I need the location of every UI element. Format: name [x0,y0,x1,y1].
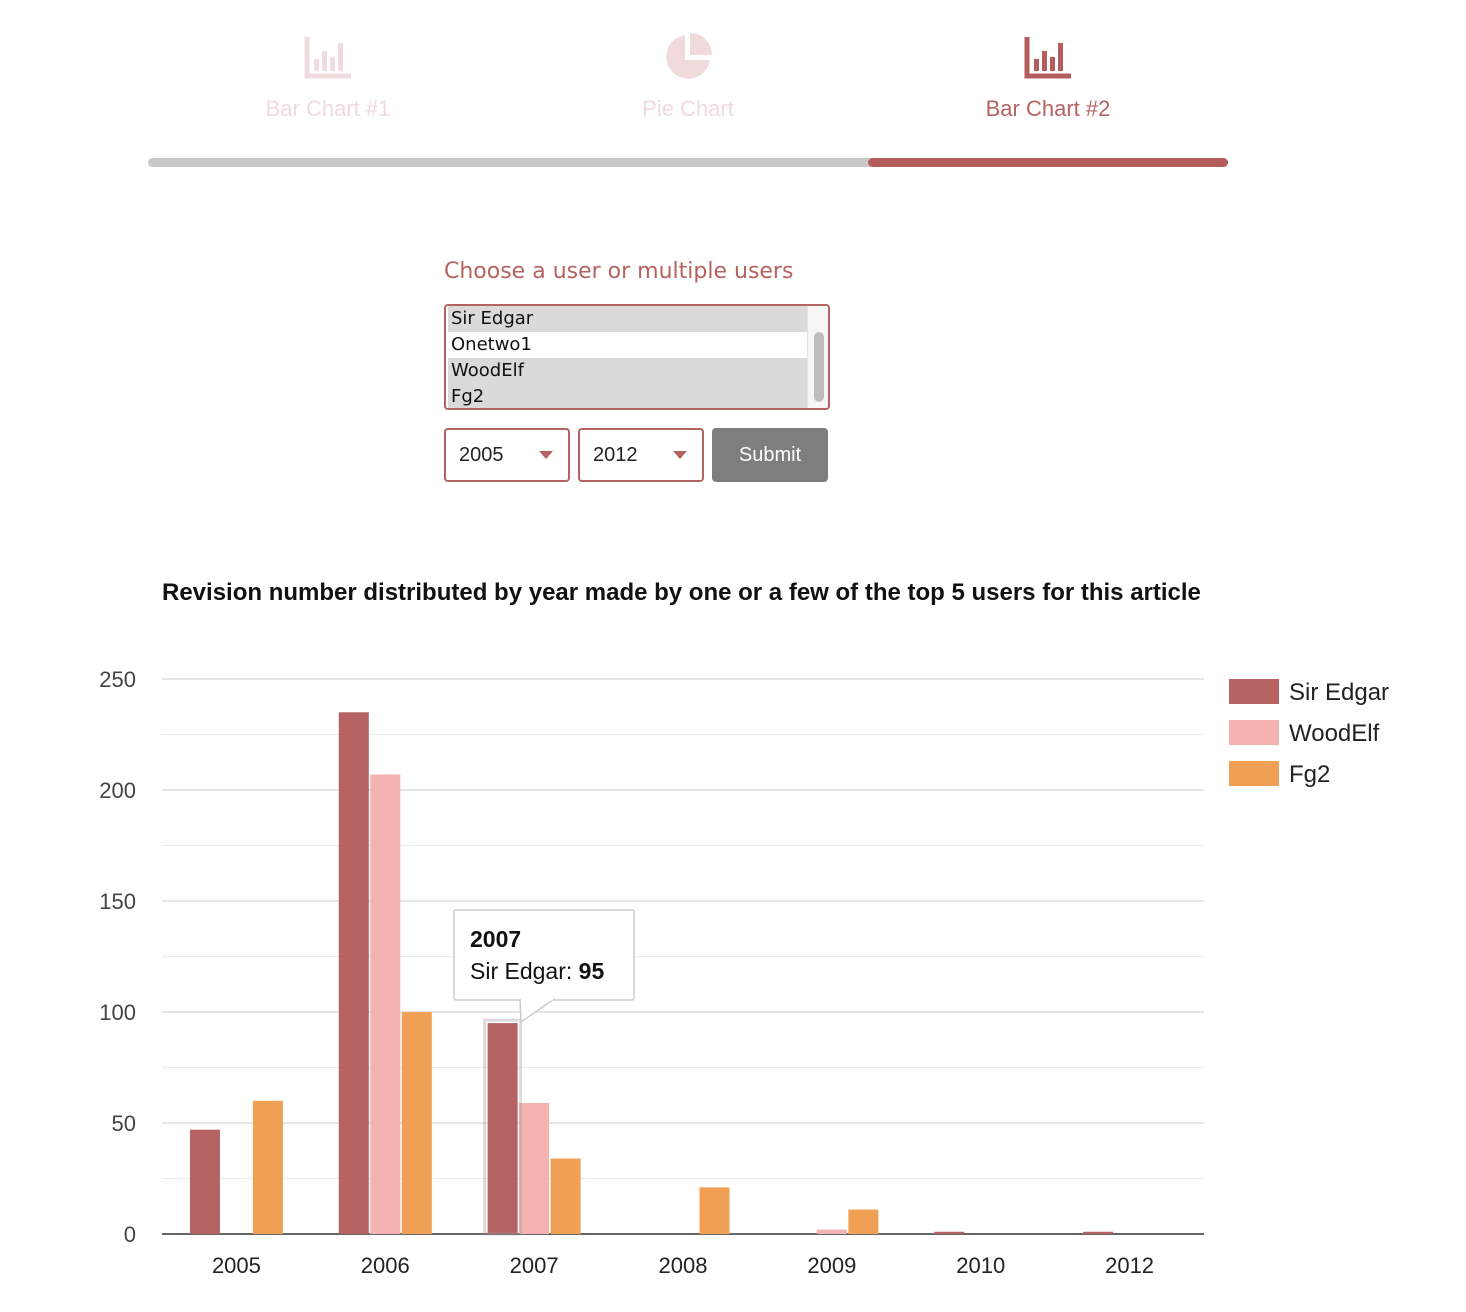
tooltip-series-value: Sir Edgar: 95 [470,958,604,984]
x-tick-label: 2006 [361,1253,410,1278]
pie-chart-icon [666,33,712,79]
bar-sir-edgar [1083,1231,1114,1234]
tab-label: Bar Chart #2 [985,96,1111,121]
legend-swatch [1229,761,1279,786]
legend-swatch [1229,720,1279,745]
user-option[interactable]: WoodElf [448,358,808,384]
step-progress-track [148,158,1228,167]
legend-label: WoodElf [1289,720,1380,747]
user-select-title: Choose a user or multiple users [444,259,794,284]
bar-fg2 [699,1187,730,1234]
step-progress-fill [868,158,1228,167]
user-option[interactable]: Fg2 [448,384,808,408]
from-year-value: 2005 [459,444,504,466]
highlight-glow [483,1018,523,1236]
bar-fg2 [252,1100,283,1234]
user-option[interactable]: Onetwo1 [451,334,532,355]
bar-woodelf [519,1103,550,1234]
y-tick-label: 0 [124,1222,136,1247]
x-tick-label: 2010 [956,1253,1005,1278]
caret-down-icon [539,451,553,459]
tab-bar-chart-1[interactable]: Bar Chart #1 [148,0,508,150]
bar-sir-edgar [338,712,369,1234]
x-tick-label: 2009 [807,1253,856,1278]
caret-down-icon [673,451,687,459]
tooltip-box [453,909,635,1001]
y-tick-label: 200 [99,778,136,803]
bar-woodelf [816,1229,847,1234]
legend-swatch [1229,679,1279,704]
tab-pie-chart[interactable]: Pie Chart [508,0,868,150]
chart-title: Revision number distributed by year made… [162,579,1201,606]
tooltip-pointer [519,998,555,1024]
to-year-value: 2012 [593,444,638,466]
scrollbar-thumb[interactable] [814,332,824,402]
bar-sir-edgar [487,1023,518,1234]
x-tick-label: 2007 [510,1253,559,1278]
submit-button[interactable]: Submit [712,428,828,482]
tab-label: Bar Chart #1 [265,96,391,121]
legend-label: Sir Edgar [1289,679,1389,706]
bar-chart-icon [1024,37,1071,79]
bar-fg2 [848,1209,879,1234]
chart-tabs: Bar Chart #1 Pie Chart Bar Chart #2 [148,0,1228,170]
legend-label: Fg2 [1289,761,1330,788]
y-tick-label: 50 [112,1111,136,1136]
to-year-select[interactable]: 2012 [578,428,704,482]
x-tick-label: 2012 [1105,1253,1154,1278]
x-tick-label: 2005 [212,1253,261,1278]
y-tick-label: 250 [99,667,136,692]
tab-label: Pie Chart [642,96,734,121]
tooltip-category: 2007 [470,926,521,952]
x-tick-label: 2008 [659,1253,708,1278]
bar-sir-edgar [189,1129,220,1234]
bar-fg2 [550,1158,581,1234]
y-tick-label: 150 [99,889,136,914]
y-tick-label: 100 [99,1000,136,1025]
bar-sir-edgar [934,1231,965,1234]
user-option[interactable]: Sir Edgar [448,306,808,332]
bar-chart-icon [304,37,351,79]
user-multiselect[interactable]: Sir Edgar Onetwo1 WoodElf Fg2 [444,304,830,410]
bar-fg2 [401,1012,432,1234]
tab-bar-chart-2[interactable]: Bar Chart #2 [868,0,1228,150]
from-year-select[interactable]: 2005 [444,428,570,482]
bar-woodelf [370,774,401,1234]
user-list-scrollbar[interactable] [807,306,828,408]
